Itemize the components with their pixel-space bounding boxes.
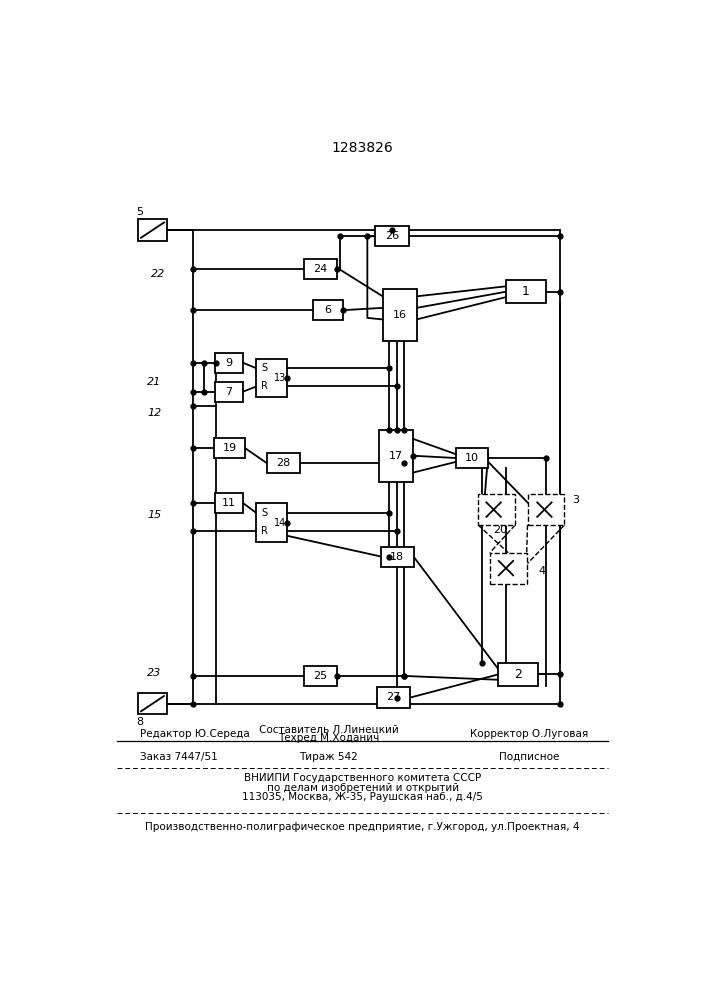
Bar [257, 359, 287, 397]
Text: 25: 25 [313, 671, 327, 681]
Text: Редактор Ю.Середа: Редактор Ю.Середа [140, 729, 250, 739]
Text: 19: 19 [223, 443, 237, 453]
Bar [527, 494, 564, 525]
Text: 20: 20 [493, 525, 507, 535]
Text: Производственно-полиграфическое предприятие, г.Ужгород, ул.Проектная, 4: Производственно-полиграфическое предприя… [146, 822, 580, 832]
Bar [375, 226, 409, 246]
Text: 2: 2 [514, 668, 522, 681]
Text: 22: 22 [151, 269, 165, 279]
Bar [313, 300, 343, 320]
Text: R: R [261, 381, 268, 391]
Text: 24: 24 [313, 264, 327, 274]
Text: 21: 21 [147, 377, 161, 387]
Text: 12: 12 [147, 408, 161, 418]
Bar [478, 494, 515, 525]
Text: 113035, Москва, Ж-35, Раушская наб., д.4/5: 113035, Москва, Ж-35, Раушская наб., д.4… [243, 792, 483, 802]
Bar [138, 693, 167, 714]
Text: 7: 7 [226, 387, 233, 397]
Bar [215, 382, 243, 402]
Text: 23: 23 [147, 668, 161, 678]
Text: 11: 11 [222, 498, 235, 508]
Text: S: S [261, 363, 267, 373]
Bar [257, 503, 287, 542]
Bar [381, 547, 414, 567]
Text: 3: 3 [572, 495, 579, 505]
Text: 10: 10 [465, 453, 479, 463]
Text: 9: 9 [226, 358, 233, 368]
Text: 18: 18 [390, 552, 404, 562]
Text: 17: 17 [389, 451, 403, 461]
Text: 15: 15 [147, 510, 161, 520]
Text: 1: 1 [522, 285, 530, 298]
Bar [304, 259, 337, 279]
Bar [267, 453, 300, 473]
Text: Составитель Л.Линецкий: Составитель Л.Линецкий [259, 725, 399, 735]
Text: R: R [261, 526, 268, 536]
Text: 27: 27 [387, 692, 401, 702]
Text: 1283826: 1283826 [332, 141, 394, 155]
Bar [498, 663, 538, 686]
Bar [215, 353, 243, 373]
Bar [382, 289, 416, 341]
Bar [456, 448, 489, 468]
Bar [490, 553, 527, 584]
Text: по делам изобретений и открытий: по делам изобретений и открытий [267, 783, 459, 793]
Text: 13: 13 [274, 373, 286, 383]
Text: Техред М.Ходанич: Техред М.Ходанич [279, 733, 380, 743]
Text: 14: 14 [274, 518, 286, 528]
Bar [214, 438, 245, 458]
Text: 4: 4 [538, 566, 545, 576]
Bar [377, 687, 411, 708]
Bar [506, 280, 546, 303]
Text: Корректор О.Луговая: Корректор О.Луговая [470, 729, 588, 739]
Text: 8: 8 [136, 717, 144, 727]
Text: 6: 6 [325, 305, 332, 315]
Text: 26: 26 [385, 231, 399, 241]
Text: Подписное: Подписное [499, 752, 559, 762]
Bar [379, 430, 413, 482]
Text: 16: 16 [392, 310, 407, 320]
Text: 28: 28 [276, 458, 291, 468]
Text: S: S [261, 508, 267, 518]
Bar [138, 219, 167, 241]
Bar [304, 666, 337, 686]
Text: Тираж 542: Тираж 542 [300, 752, 358, 762]
Text: Заказ 7447/51: Заказ 7447/51 [140, 752, 218, 762]
Bar [215, 493, 243, 513]
Text: 5: 5 [136, 207, 144, 217]
Text: ВНИИПИ Государственного комитета СССР: ВНИИПИ Государственного комитета СССР [244, 773, 481, 783]
